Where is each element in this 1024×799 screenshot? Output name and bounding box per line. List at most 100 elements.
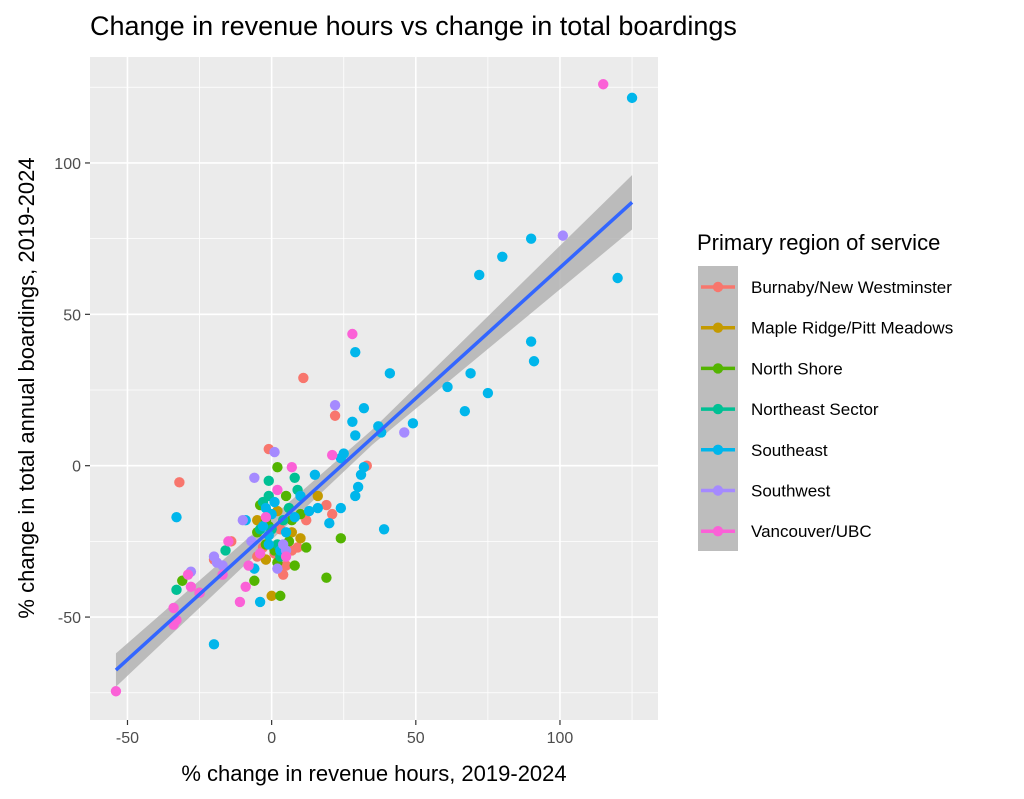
data-point bbox=[272, 563, 283, 574]
data-point bbox=[335, 452, 347, 464]
data-point bbox=[110, 686, 122, 697]
legend-label: Southwest bbox=[751, 482, 831, 501]
data-point bbox=[249, 575, 260, 586]
legend-label: Burnaby/New Westminster bbox=[751, 278, 952, 297]
y-axis: -50 0 50 100 bbox=[54, 156, 90, 627]
data-point bbox=[358, 462, 370, 473]
data-point bbox=[254, 596, 266, 608]
trend-line-layer bbox=[114, 201, 634, 672]
legend-label: North Shore bbox=[751, 359, 843, 378]
data-point bbox=[295, 533, 306, 544]
data-point bbox=[482, 387, 494, 399]
data-point bbox=[185, 581, 197, 592]
x-axis-title: % change in revenue hours, 2019-2024 bbox=[181, 761, 566, 786]
data-point bbox=[329, 399, 341, 411]
points-layer bbox=[110, 79, 638, 697]
data-point bbox=[272, 484, 283, 496]
data-point bbox=[243, 560, 254, 571]
data-point bbox=[263, 539, 274, 550]
data-point bbox=[249, 472, 260, 484]
data-point bbox=[240, 581, 251, 592]
data-point bbox=[208, 551, 220, 562]
legend-key-point bbox=[712, 485, 724, 496]
legend-label: Southeast bbox=[751, 441, 828, 460]
data-point bbox=[459, 406, 471, 417]
legend: Primary region of service Burnaby/New We… bbox=[697, 230, 953, 551]
data-point bbox=[254, 548, 266, 559]
data-point bbox=[350, 346, 361, 358]
data-point bbox=[350, 490, 361, 502]
legend-label: Northeast Sector bbox=[751, 400, 879, 419]
legend-key-point bbox=[712, 526, 724, 537]
confidence-band bbox=[115, 175, 633, 687]
data-point bbox=[352, 481, 364, 493]
data-point bbox=[171, 584, 182, 596]
data-point bbox=[497, 251, 508, 263]
data-point bbox=[174, 477, 185, 488]
data-point bbox=[335, 502, 347, 514]
data-point bbox=[312, 490, 323, 502]
data-point bbox=[234, 596, 246, 608]
data-point bbox=[321, 499, 332, 511]
y-tick-label: -50 bbox=[58, 610, 81, 627]
data-point bbox=[528, 356, 540, 367]
data-point bbox=[326, 508, 338, 520]
data-point bbox=[358, 402, 370, 414]
legend-items: Burnaby/New Westminster Maple Ridge/Pitt … bbox=[701, 278, 953, 541]
data-point bbox=[384, 368, 396, 379]
data-point bbox=[171, 511, 182, 523]
data-point bbox=[324, 518, 335, 529]
data-point bbox=[289, 560, 300, 571]
data-point bbox=[237, 514, 249, 526]
data-point bbox=[474, 269, 485, 281]
data-point bbox=[335, 533, 347, 544]
data-point bbox=[309, 469, 321, 480]
data-point bbox=[280, 551, 292, 562]
data-point bbox=[626, 92, 638, 104]
data-point bbox=[280, 527, 292, 538]
data-point bbox=[260, 511, 272, 523]
data-point bbox=[182, 569, 194, 580]
legend-key-point bbox=[712, 281, 724, 293]
data-point bbox=[326, 449, 338, 461]
grid-major bbox=[90, 57, 658, 720]
data-point bbox=[312, 502, 323, 514]
y-axis-title: % change in total annual boardings, 2019… bbox=[14, 157, 39, 618]
data-point bbox=[272, 462, 283, 473]
legend-key-point bbox=[712, 444, 724, 455]
data-point bbox=[266, 590, 277, 602]
x-tick-label: 50 bbox=[407, 730, 425, 747]
data-point bbox=[275, 590, 286, 602]
data-point bbox=[260, 502, 272, 514]
x-tick-label: 100 bbox=[547, 730, 574, 747]
data-point bbox=[223, 536, 234, 547]
confidence-band-layer bbox=[115, 175, 633, 687]
data-point bbox=[321, 572, 332, 583]
data-point bbox=[347, 416, 358, 428]
data-point bbox=[168, 602, 179, 614]
y-tick-label: 100 bbox=[54, 156, 81, 173]
data-point bbox=[280, 490, 292, 502]
x-tick-label: 0 bbox=[267, 730, 276, 747]
data-point bbox=[298, 372, 309, 384]
data-point bbox=[208, 639, 220, 650]
data-point bbox=[442, 381, 453, 393]
data-point bbox=[280, 560, 292, 571]
data-point bbox=[217, 560, 228, 571]
y-tick-label: 50 bbox=[63, 307, 81, 324]
data-point bbox=[289, 472, 300, 484]
trend-line bbox=[114, 201, 634, 672]
data-point bbox=[465, 368, 476, 379]
data-point bbox=[301, 542, 312, 553]
data-point bbox=[303, 505, 315, 517]
data-point bbox=[399, 427, 410, 438]
x-axis: -50 0 50 100 bbox=[116, 720, 573, 747]
legend-key-point bbox=[712, 322, 724, 333]
x-tick-label: -50 bbox=[116, 730, 139, 747]
legend-key-point bbox=[712, 363, 724, 374]
data-point bbox=[263, 475, 274, 487]
legend-key-point bbox=[712, 403, 724, 415]
chart-title: Change in revenue hours vs change in tot… bbox=[90, 11, 737, 41]
data-point bbox=[598, 79, 609, 90]
